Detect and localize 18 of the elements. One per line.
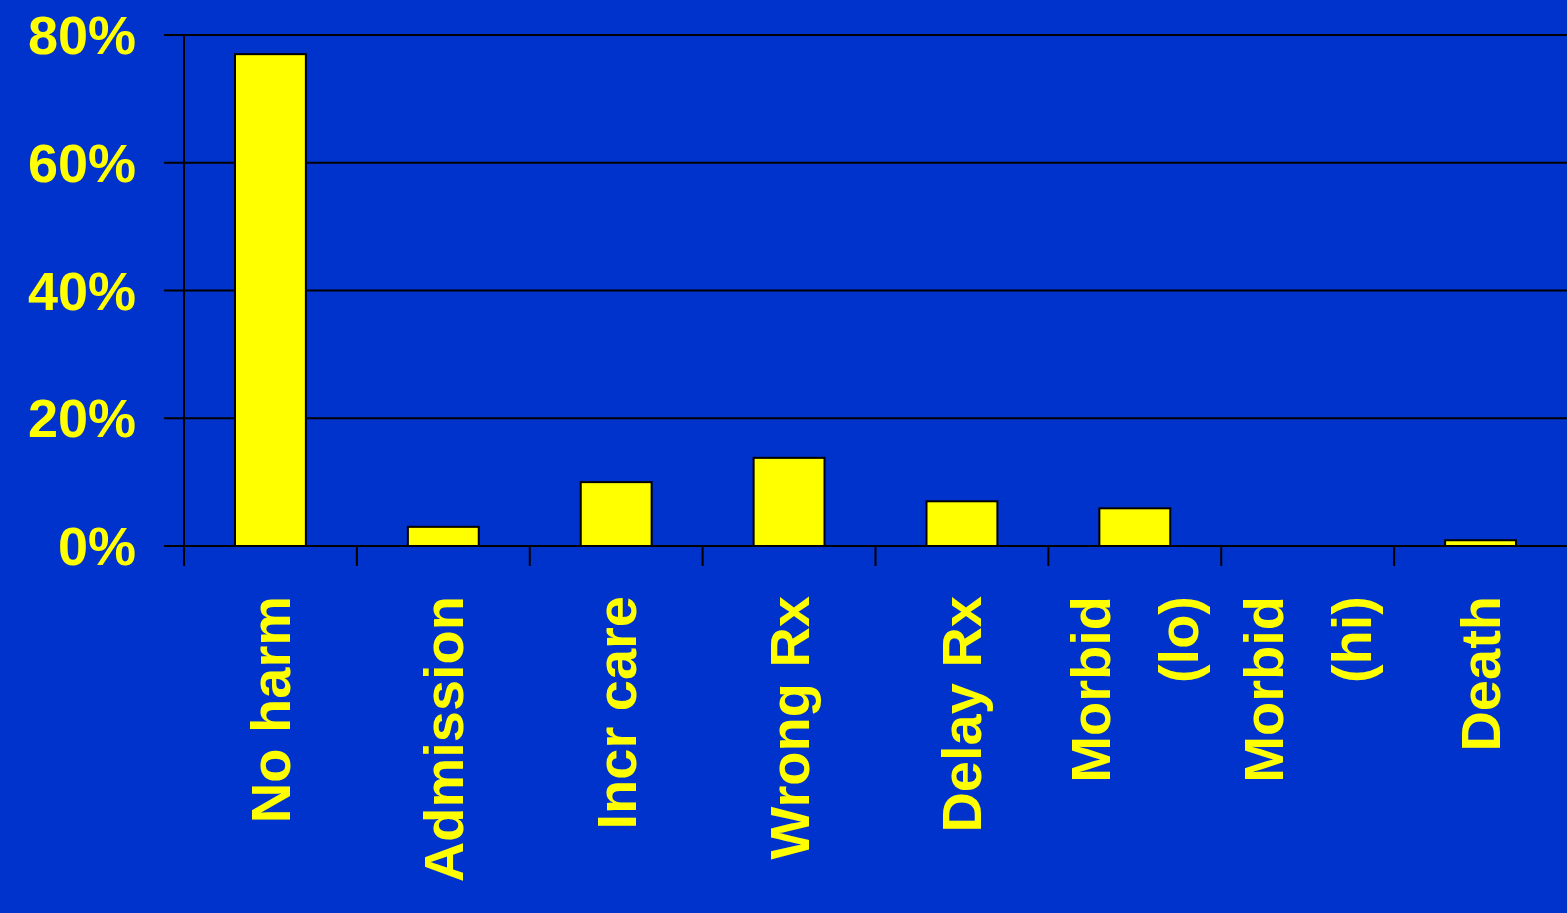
bar bbox=[406, 525, 480, 547]
y-tick-label: 40% bbox=[27, 260, 136, 321]
x-tick-label: Morbid (lo) bbox=[1059, 596, 1211, 783]
bar bbox=[1098, 507, 1172, 547]
bar bbox=[752, 456, 826, 547]
x-tick-label: Morbid (hi) bbox=[1232, 596, 1384, 783]
y-tick-label: 80% bbox=[27, 5, 136, 65]
bar bbox=[579, 481, 653, 547]
x-tick-label: Wrong Rx bbox=[757, 596, 821, 860]
bar bbox=[925, 500, 999, 547]
y-tick-label: 20% bbox=[27, 388, 136, 449]
x-tick-label: Admission bbox=[411, 596, 475, 883]
y-tick-label: 0% bbox=[57, 516, 136, 576]
x-tick-label: No harm bbox=[238, 596, 302, 824]
x-tick-label: Death bbox=[1449, 596, 1513, 752]
x-tick-label: Delay Rx bbox=[930, 596, 994, 833]
y-tick-label: 60% bbox=[27, 132, 136, 193]
x-tick-label: Incr care bbox=[584, 596, 648, 830]
